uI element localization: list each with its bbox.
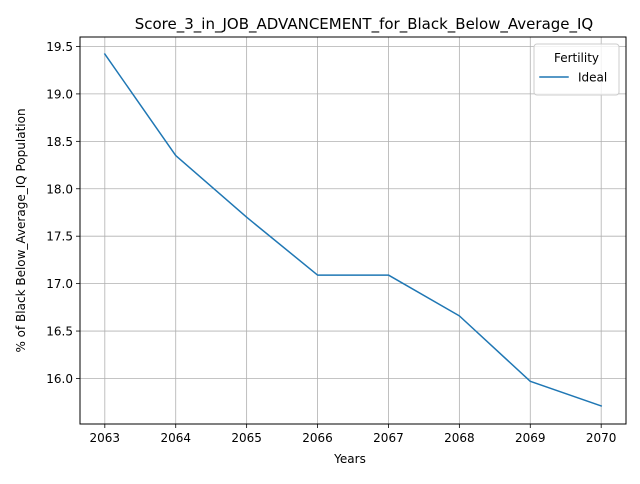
y-tick-label: 16.0: [46, 372, 73, 386]
y-tick-label: 19.5: [46, 40, 73, 54]
y-tick-label: 19.0: [46, 87, 73, 101]
y-tick-label: 17.0: [46, 277, 73, 291]
y-tick-label: 17.5: [46, 230, 73, 244]
legend-title: Fertility: [554, 51, 599, 65]
x-tick-label: 2065: [231, 431, 262, 445]
x-axis-label: Years: [333, 452, 366, 466]
x-tick-label: 2063: [90, 431, 121, 445]
x-tick-label: 2064: [160, 431, 191, 445]
x-tick-label: 2068: [444, 431, 475, 445]
y-tick-label: 16.5: [46, 325, 73, 339]
legend-label-ideal: Ideal: [578, 71, 607, 85]
y-axis-label: % of Black Below_Average_IQ Population: [14, 108, 28, 352]
x-tick-label: 2066: [302, 431, 333, 445]
x-tick-label: 2067: [373, 431, 404, 445]
x-tick-label: 2069: [515, 431, 546, 445]
chart-title: Score_3_in_JOB_ADVANCEMENT_for_Black_Bel…: [135, 15, 594, 34]
x-tick-label: 2070: [586, 431, 617, 445]
y-tick-label: 18.0: [46, 182, 73, 196]
legend: Fertility Ideal: [534, 44, 619, 95]
y-tick-label: 18.5: [46, 135, 73, 149]
